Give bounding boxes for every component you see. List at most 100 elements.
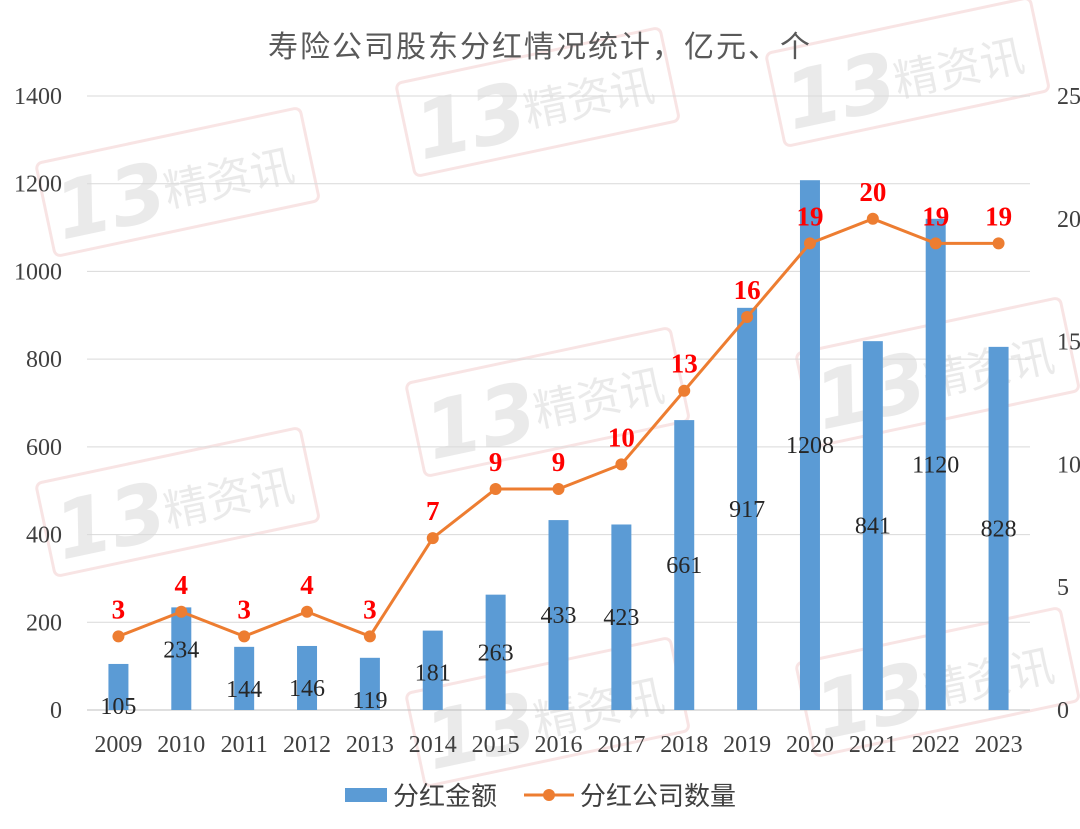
bar[interactable] [799, 180, 820, 711]
bar-value-label: 263 [478, 640, 514, 666]
left-tick-label: 400 [26, 523, 62, 549]
bar-value-label: 423 [603, 605, 639, 631]
left-tick-label: 0 [50, 698, 62, 724]
line-point[interactable] [175, 605, 188, 618]
line-series [112, 212, 1005, 643]
line-value-label: 19 [796, 201, 823, 231]
watermark-number: 13 [417, 364, 545, 478]
line-point[interactable] [552, 482, 565, 495]
x-tick-label: 2011 [221, 732, 268, 758]
line-value-label: 7 [426, 496, 440, 526]
right-tick-label: 10 [1057, 452, 1080, 478]
line-point[interactable] [803, 237, 816, 250]
bar-value-label: 144 [226, 677, 262, 703]
line-value-label: 13 [671, 349, 698, 379]
bar[interactable] [925, 218, 946, 711]
watermark-text: 精资讯 [159, 141, 299, 218]
watermark-number: 13 [47, 144, 175, 258]
x-tick-label: 2023 [975, 732, 1023, 758]
bar-value-label: 234 [163, 637, 199, 663]
bar-series [108, 180, 1009, 711]
x-tick-label: 2018 [660, 732, 708, 758]
line-value-label: 19 [922, 201, 949, 231]
line-value-label: 16 [734, 275, 761, 305]
line-point[interactable] [615, 458, 628, 471]
watermark-number: 13 [47, 464, 175, 578]
line-point[interactable] [112, 630, 125, 643]
x-tick-label: 2022 [912, 732, 960, 758]
line-point[interactable] [992, 237, 1005, 250]
watermark-text: 精资讯 [529, 361, 669, 438]
x-tick-label: 2016 [535, 732, 583, 758]
watermark-layer: 13精资讯13精资讯13精资讯13精资讯13精资讯13精资讯13精资讯13精资讯 [35, 0, 1080, 788]
line-point[interactable] [238, 630, 251, 643]
bar[interactable] [171, 607, 192, 710]
line-point[interactable] [426, 532, 439, 545]
line-value-label: 9 [489, 447, 503, 477]
right-tick-label: 25 [1057, 84, 1080, 110]
x-tick-label: 2017 [597, 732, 645, 758]
watermark-frame [765, 0, 1050, 147]
watermark-frame [35, 107, 320, 257]
x-tick-label: 2020 [786, 732, 834, 758]
right-tick-label: 0 [1057, 698, 1069, 724]
bar-value-label: 181 [415, 661, 451, 687]
line-data-labels: 3 4 3 4 3 7 9 9 10 13 16 19 20 19 19 [112, 177, 1012, 625]
line-point[interactable] [301, 605, 314, 618]
line-point[interactable] [866, 212, 879, 225]
left-tick-label: 800 [26, 347, 62, 373]
bar[interactable] [422, 630, 443, 710]
bar[interactable] [359, 657, 380, 710]
watermark-number: 13 [407, 64, 535, 178]
line-value-label: 4 [175, 570, 189, 600]
line-point[interactable] [929, 237, 942, 250]
bar-value-label: 105 [100, 694, 136, 720]
watermark-text: 精资讯 [519, 61, 659, 138]
line-value-label: 3 [363, 594, 377, 624]
bar-value-label: 661 [666, 553, 702, 579]
legend[interactable]: 分红金额 分红公司数量 [345, 782, 736, 811]
bar[interactable] [548, 520, 569, 710]
watermark-frame [405, 327, 690, 477]
right-tick-label: 20 [1057, 207, 1080, 233]
bar-value-label: 917 [729, 497, 765, 523]
line-value-label: 4 [300, 570, 314, 600]
bar[interactable] [862, 341, 883, 710]
chart-title: 寿险公司股东分红情况统计，亿元、个 [268, 31, 812, 64]
line-point[interactable] [678, 384, 691, 397]
watermark-text: 精资讯 [159, 461, 299, 538]
line-point[interactable] [363, 630, 376, 643]
bar[interactable] [234, 646, 255, 710]
left-tick-label: 200 [26, 610, 62, 636]
x-tick-label: 2021 [849, 732, 897, 758]
left-axis: 0 200 400 600 800 1000 1200 1400 [14, 84, 62, 724]
bar[interactable] [297, 645, 318, 710]
bar[interactable] [611, 524, 632, 710]
line-value-label: 20 [859, 177, 886, 207]
bar-value-label: 146 [289, 676, 325, 702]
line-value-label: 3 [237, 594, 251, 624]
x-tick-label: 2015 [472, 732, 520, 758]
line-point[interactable] [489, 482, 502, 495]
line-value-label: 19 [985, 201, 1012, 231]
line-point[interactable] [741, 311, 754, 324]
bar[interactable] [737, 307, 758, 710]
x-tick-label: 2009 [94, 732, 142, 758]
watermark-frame [35, 427, 320, 577]
x-tick-label: 2019 [723, 732, 771, 758]
bar[interactable] [988, 346, 1009, 710]
legend-label-bar: 分红金额 [393, 782, 497, 811]
bar-value-label: 1120 [912, 452, 959, 478]
bar[interactable] [108, 663, 129, 710]
bar[interactable] [485, 594, 506, 710]
line-value-label: 3 [112, 594, 126, 624]
left-tick-label: 1000 [14, 259, 62, 285]
bar[interactable] [674, 420, 695, 710]
